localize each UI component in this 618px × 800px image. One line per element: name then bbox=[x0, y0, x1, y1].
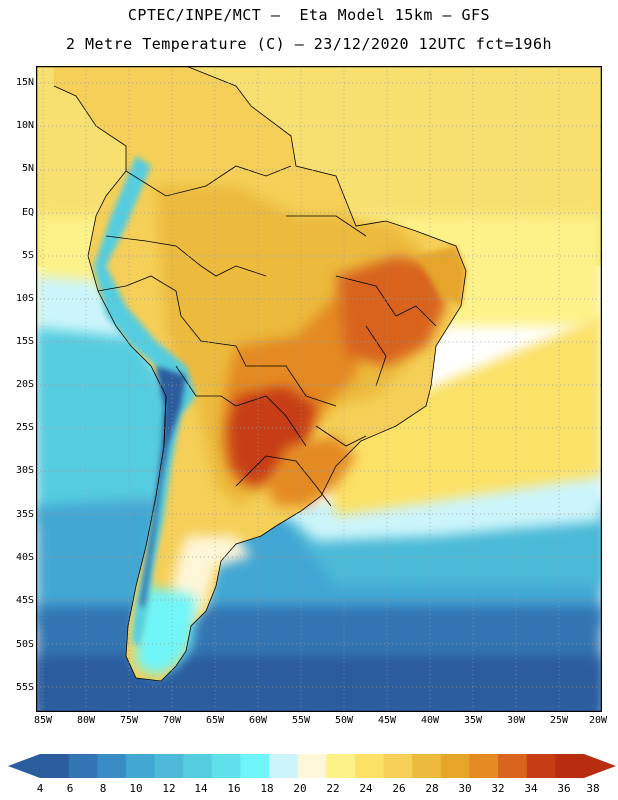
lon-label-85w: 85W bbox=[33, 715, 53, 726]
colorbar-segment bbox=[383, 754, 413, 778]
ocean-band-cyan-pacific bbox=[36, 328, 176, 526]
lon-label-75w: 75W bbox=[119, 715, 139, 726]
colorbar-segment bbox=[440, 754, 471, 778]
ocean-band-coldest bbox=[36, 656, 602, 712]
lat-label-eq: EQ bbox=[21, 207, 34, 218]
land-cool-northeast-coast bbox=[416, 246, 466, 306]
temperature-map bbox=[36, 66, 602, 712]
colorbar-label-8: 8 bbox=[99, 782, 107, 795]
colorbar-segment bbox=[555, 754, 585, 778]
lon-label-35w: 35W bbox=[463, 715, 483, 726]
lat-label-10n: 10N bbox=[15, 120, 34, 131]
colorbar-label-30: 30 bbox=[458, 782, 472, 795]
colorbar-label-26: 26 bbox=[392, 782, 406, 795]
lat-label-25s: 25S bbox=[15, 422, 34, 433]
land-hot-northeast bbox=[336, 256, 446, 366]
lon-label-45w: 45W bbox=[377, 715, 397, 726]
colorbar-label-4: 4 bbox=[36, 782, 44, 795]
colorbar-label-12: 12 bbox=[162, 782, 176, 795]
colorbar-segment bbox=[154, 754, 184, 778]
lon-label-50w: 50W bbox=[334, 715, 354, 726]
colorbar-segment bbox=[240, 754, 270, 778]
lon-label-60w: 60W bbox=[248, 715, 268, 726]
lat-label-10s: 10S bbox=[15, 293, 34, 304]
land-hot-southeast bbox=[266, 436, 356, 506]
colorbar-segment bbox=[526, 754, 556, 778]
lon-label-70w: 70W bbox=[162, 715, 182, 726]
lat-label-50s: 50S bbox=[15, 639, 34, 650]
lat-label-35s: 35S bbox=[15, 509, 34, 520]
lon-label-20w: 20W bbox=[588, 715, 608, 726]
colorbar-segment bbox=[469, 754, 499, 778]
colorbar-segment bbox=[326, 754, 356, 778]
map-title-line1: CPTEC/INPE/MCT – Eta Model 15km – GFS bbox=[127, 6, 491, 24]
ocean-band-yellow-atlantic bbox=[316, 316, 602, 516]
colorbar-segment bbox=[498, 754, 528, 778]
lat-label-30s: 30S bbox=[15, 465, 34, 476]
lat-label-15s: 15S bbox=[15, 336, 34, 347]
temperature-colorbar bbox=[8, 754, 616, 778]
colorbar-segment bbox=[97, 754, 127, 778]
colorbar-segment bbox=[354, 754, 385, 778]
map-border bbox=[36, 66, 602, 712]
land-south-patagonia bbox=[136, 586, 196, 676]
colorbar-segment bbox=[40, 754, 70, 778]
colorbar-label-34: 34 bbox=[524, 782, 538, 795]
map-title-line2: 2 Metre Temperature (C) – 23/12/2020 12U… bbox=[65, 35, 553, 53]
colorbar-segment bbox=[211, 754, 242, 778]
colorbar-segment bbox=[269, 754, 299, 778]
colorbar-label-24: 24 bbox=[359, 782, 373, 795]
lon-label-55w: 55W bbox=[291, 715, 311, 726]
lon-label-30w: 30W bbox=[506, 715, 526, 726]
colorbar-label-16: 16 bbox=[227, 782, 241, 795]
lat-label-40s: 40S bbox=[15, 552, 34, 563]
colorbar-label-10: 10 bbox=[129, 782, 143, 795]
country-borders bbox=[53, 66, 467, 682]
colorbar-label-18: 18 bbox=[260, 782, 274, 795]
colorbar-segment bbox=[68, 754, 98, 778]
colorbar-label-36: 36 bbox=[557, 782, 571, 795]
colorbar-label-22: 22 bbox=[326, 782, 340, 795]
colorbar-segment bbox=[412, 754, 442, 778]
lat-label-15n: 15N bbox=[15, 77, 34, 88]
colorbar-label-6: 6 bbox=[66, 782, 74, 795]
land-hottest-zone bbox=[228, 386, 316, 486]
lon-label-80w: 80W bbox=[76, 715, 96, 726]
colorbar-label-32: 32 bbox=[491, 782, 505, 795]
colorbar-segment bbox=[297, 754, 327, 778]
lat-label-45s: 45S bbox=[15, 595, 34, 606]
lat-label-5n: 5N bbox=[21, 163, 34, 174]
lon-label-40w: 40W bbox=[420, 715, 440, 726]
andes-coldest-peaks bbox=[140, 366, 186, 606]
lon-label-65w: 65W bbox=[205, 715, 225, 726]
colorbar-segment bbox=[183, 754, 213, 778]
colorbar-segment bbox=[125, 754, 156, 778]
colorbar-label-20: 20 bbox=[293, 782, 307, 795]
colorbar-low-arrow bbox=[8, 754, 40, 778]
colorbar-segments bbox=[40, 754, 585, 778]
lat-label-20s: 20S bbox=[15, 379, 34, 390]
colorbar-label-28: 28 bbox=[425, 782, 439, 795]
lat-label-5s: 5S bbox=[21, 250, 34, 261]
colorbar-label-38: 38 bbox=[586, 782, 600, 795]
lon-label-25w: 25W bbox=[549, 715, 569, 726]
colorbar-label-14: 14 bbox=[194, 782, 208, 795]
colorbar-high-arrow bbox=[584, 754, 616, 778]
lat-label-55s: 55S bbox=[15, 682, 34, 693]
